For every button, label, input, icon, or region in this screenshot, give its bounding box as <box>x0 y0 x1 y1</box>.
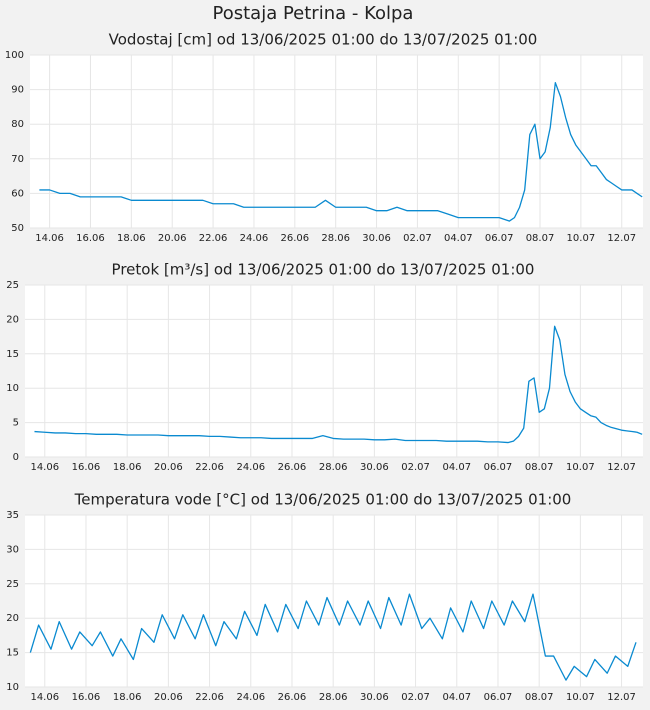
x-tick-label: 12.07 <box>607 692 636 703</box>
x-tick-label: 08.07 <box>525 462 554 473</box>
x-tick-label: 26.06 <box>278 462 307 473</box>
y-tick-label: 100 <box>5 50 24 61</box>
y-tick-label: 50 <box>11 223 24 234</box>
x-tick-label: 10.07 <box>566 692 595 703</box>
chart-title: Temperatura vode [°C] od 13/06/2025 01:0… <box>74 491 572 509</box>
x-tick-label: 18.06 <box>117 233 146 244</box>
page-title: Postaja Petrina - Kolpa <box>213 3 414 24</box>
x-tick-label: 28.06 <box>321 233 350 244</box>
x-tick-label: 24.06 <box>240 233 269 244</box>
x-tick-label: 14.06 <box>35 233 64 244</box>
x-tick-label: 16.06 <box>76 233 105 244</box>
y-tick-label: 15 <box>6 648 19 659</box>
x-tick-label: 12.07 <box>607 233 636 244</box>
y-tick-label: 70 <box>11 154 24 165</box>
x-tick-label: 02.07 <box>401 692 430 703</box>
x-tick-label: 20.06 <box>154 692 183 703</box>
x-tick-label: 18.06 <box>113 692 142 703</box>
x-tick-label: 02.07 <box>403 233 432 244</box>
x-tick-label: 08.07 <box>526 233 555 244</box>
y-tick-label: 35 <box>6 510 19 521</box>
data-line <box>29 593 637 681</box>
y-tick-label: 25 <box>6 579 19 590</box>
x-tick-label: 30.06 <box>360 462 389 473</box>
y-tick-label: 10 <box>6 383 19 394</box>
x-tick-label: 08.07 <box>525 692 554 703</box>
data-line <box>39 82 643 222</box>
x-tick-label: 10.07 <box>566 462 595 473</box>
x-tick-label: 10.07 <box>567 233 596 244</box>
x-tick-label: 22.06 <box>199 233 228 244</box>
x-tick-label: 06.07 <box>484 692 513 703</box>
plot-area <box>25 515 643 687</box>
x-tick-label: 20.06 <box>154 462 183 473</box>
x-tick-label: 12.07 <box>607 462 636 473</box>
x-tick-label: 16.06 <box>72 692 101 703</box>
plot-area <box>25 285 643 457</box>
x-tick-label: 28.06 <box>319 692 348 703</box>
x-tick-label: 02.07 <box>401 462 430 473</box>
x-tick-label: 04.07 <box>442 692 471 703</box>
x-tick-label: 26.06 <box>278 692 307 703</box>
x-tick-label: 24.06 <box>236 692 265 703</box>
x-tick-label: 20.06 <box>158 233 187 244</box>
x-tick-label: 14.06 <box>30 692 59 703</box>
y-tick-label: 15 <box>6 349 19 360</box>
x-tick-label: 22.06 <box>195 462 224 473</box>
x-tick-label: 06.07 <box>485 233 514 244</box>
y-tick-label: 20 <box>6 613 19 624</box>
x-tick-label: 26.06 <box>280 233 309 244</box>
y-tick-label: 25 <box>6 280 19 291</box>
chart-title: Vodostaj [cm] od 13/06/2025 01:00 do 13/… <box>109 31 538 49</box>
plot-area <box>30 55 643 228</box>
x-tick-label: 22.06 <box>195 692 224 703</box>
x-tick-label: 24.06 <box>236 462 265 473</box>
y-tick-label: 80 <box>11 119 24 130</box>
x-tick-label: 14.06 <box>30 462 59 473</box>
y-tick-label: 5 <box>13 418 19 429</box>
chart-title: Pretok [m³/s] od 13/06/2025 01:00 do 13/… <box>112 261 535 279</box>
x-tick-label: 28.06 <box>319 462 348 473</box>
x-tick-label: 04.07 <box>444 233 473 244</box>
x-tick-label: 30.06 <box>360 692 389 703</box>
y-tick-label: 10 <box>6 682 19 693</box>
x-tick-label: 18.06 <box>113 462 142 473</box>
x-tick-label: 16.06 <box>72 462 101 473</box>
data-line <box>34 325 643 444</box>
y-tick-label: 20 <box>6 314 19 325</box>
y-tick-label: 30 <box>6 544 19 555</box>
x-tick-label: 04.07 <box>442 462 471 473</box>
y-tick-label: 60 <box>11 188 24 199</box>
y-tick-label: 0 <box>13 452 19 463</box>
x-tick-label: 06.07 <box>484 462 513 473</box>
x-tick-label: 30.06 <box>362 233 391 244</box>
y-tick-label: 90 <box>11 85 24 96</box>
